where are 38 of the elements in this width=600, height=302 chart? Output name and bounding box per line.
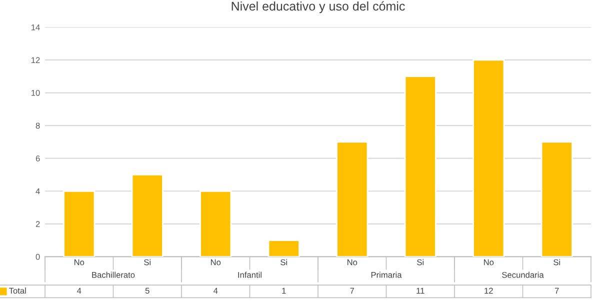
y-tick-label: 6 <box>36 156 40 162</box>
data-label: 12 <box>484 288 493 294</box>
data-label: 1 <box>282 288 286 294</box>
text: Bachillerato <box>92 272 135 278</box>
x-tick-label: Si <box>144 259 151 266</box>
bar <box>63 190 96 257</box>
x-tick-label: No <box>484 259 494 266</box>
bar <box>540 141 573 257</box>
bar <box>200 190 232 257</box>
y-tick-label: 0 <box>36 254 40 260</box>
bar <box>472 59 505 257</box>
x-tick-label: No <box>210 259 221 266</box>
x-tick-label: No <box>347 259 358 266</box>
data-label: 5 <box>145 288 150 294</box>
data-label: 4 <box>214 288 218 294</box>
text: Secundaria <box>502 272 544 278</box>
text: Infantil <box>238 272 262 278</box>
y-tick-label: 14 <box>32 24 40 30</box>
bar <box>336 141 368 257</box>
x-tick-label: Si <box>280 259 288 266</box>
y-tick-label: 4 <box>36 188 40 194</box>
bar <box>268 240 300 257</box>
x-tick-label: No <box>74 259 84 266</box>
bar <box>131 174 164 257</box>
data-label: 7 <box>554 288 559 294</box>
x-tick-label: Si <box>417 259 424 266</box>
y-tick-label: 8 <box>36 122 40 129</box>
y-tick-label: 10 <box>32 90 40 96</box>
y-tick-label: 2 <box>36 221 40 227</box>
data-label: 7 <box>350 288 354 294</box>
text: Primaria <box>371 272 402 278</box>
data-label: 11 <box>416 288 424 294</box>
data-label: 4 <box>77 288 82 294</box>
y-tick-label: 12 <box>32 57 40 63</box>
x-tick-label: Si <box>554 259 560 266</box>
legend-label: Total <box>9 288 26 294</box>
bar <box>404 76 436 257</box>
chart-title: Nivel educativo y uso del cómic <box>232 1 405 14</box>
